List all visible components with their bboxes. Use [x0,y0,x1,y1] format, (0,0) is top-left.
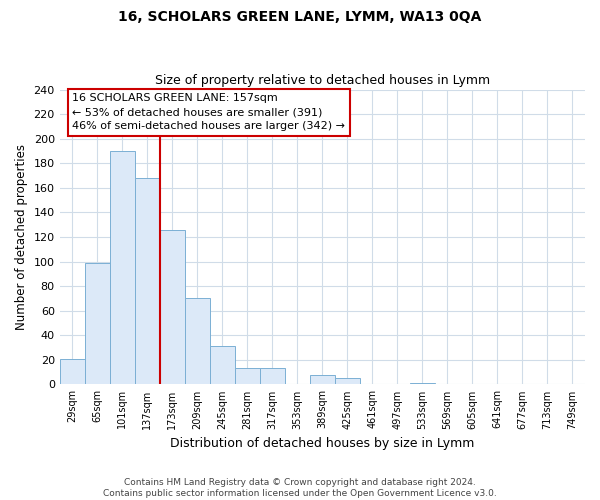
Bar [410,383,435,384]
Bar [335,378,360,384]
Bar [85,263,110,384]
Bar [185,298,210,384]
Bar [160,230,185,384]
Bar [310,374,335,384]
Bar [110,151,135,384]
Y-axis label: Number of detached properties: Number of detached properties [15,144,28,330]
Text: Contains HM Land Registry data © Crown copyright and database right 2024.
Contai: Contains HM Land Registry data © Crown c… [103,478,497,498]
Bar [260,368,285,384]
Title: Size of property relative to detached houses in Lymm: Size of property relative to detached ho… [155,74,490,87]
Bar [59,358,85,384]
Text: 16 SCHOLARS GREEN LANE: 157sqm
← 53% of detached houses are smaller (391)
46% of: 16 SCHOLARS GREEN LANE: 157sqm ← 53% of … [72,93,345,131]
Text: 16, SCHOLARS GREEN LANE, LYMM, WA13 0QA: 16, SCHOLARS GREEN LANE, LYMM, WA13 0QA [118,10,482,24]
X-axis label: Distribution of detached houses by size in Lymm: Distribution of detached houses by size … [170,437,475,450]
Bar [135,178,160,384]
Bar [235,368,260,384]
Bar [210,346,235,385]
